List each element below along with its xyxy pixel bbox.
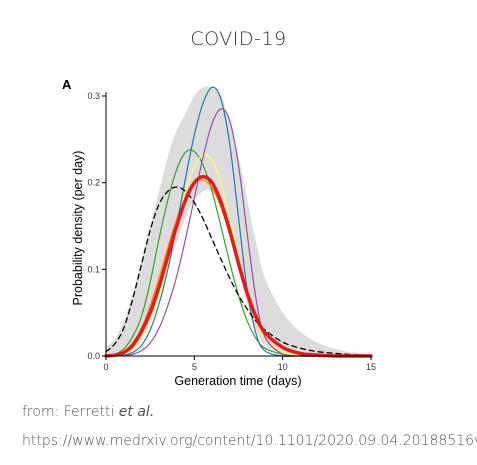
- y-tick-label: 0.3: [87, 91, 100, 101]
- y-tick-label: 0.1: [87, 264, 100, 274]
- generation-time-chart: A 0 5 10 15 0.0 0.1 0.2 0.3 Generation time (da…: [0, 0, 477, 400]
- y-tick-label: 0.2: [87, 178, 100, 188]
- source-caption: from: Ferretti et al.: [22, 404, 154, 420]
- source-url: https://www.medrxiv.org/content/10.1101/…: [22, 433, 477, 449]
- panel-label: A: [62, 77, 72, 92]
- x-tick-label: 5: [192, 362, 197, 372]
- source-italic: et al.: [119, 404, 154, 420]
- plot-area: [106, 86, 371, 356]
- x-tick-label: 15: [366, 362, 376, 372]
- x-tick-label: 0: [103, 362, 108, 372]
- x-tick-label: 10: [278, 362, 288, 372]
- source-prefix: from: Ferretti: [22, 404, 119, 420]
- y-axis-label: Probability density (per day): [71, 151, 85, 306]
- y-tick-label: 0.0: [87, 351, 100, 361]
- x-axis-label: Generation time (days): [174, 374, 301, 388]
